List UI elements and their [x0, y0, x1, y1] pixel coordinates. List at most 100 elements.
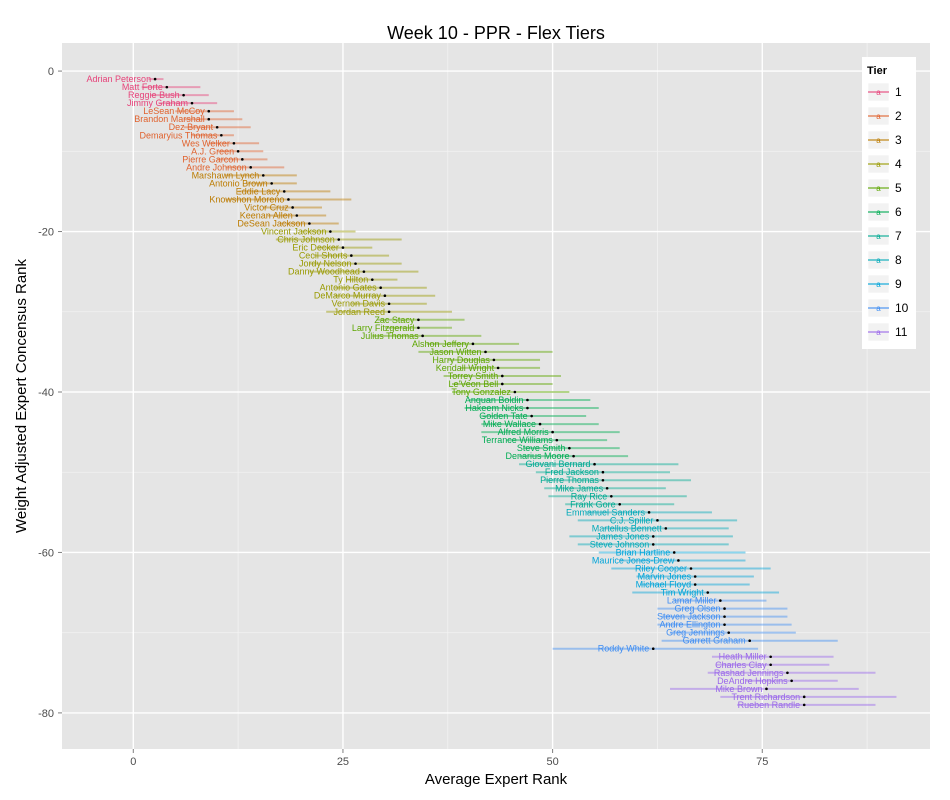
data-point	[308, 222, 311, 225]
data-point	[220, 133, 223, 137]
player-label: A.J. Green	[191, 146, 234, 156]
data-point	[282, 190, 286, 193]
legend-label: 4	[895, 157, 902, 171]
data-point	[492, 358, 496, 362]
player-label: Eddie Lacy	[236, 186, 281, 196]
data-point	[769, 663, 772, 667]
data-point	[362, 270, 366, 273]
player-label: Terrance Williams	[482, 435, 554, 445]
player-label: DeMarco Murray	[314, 291, 382, 301]
legend-label: 1	[895, 85, 902, 99]
player-label: Alfred Morris	[498, 427, 550, 437]
player-label: Antonio Gates	[320, 283, 378, 293]
player-label: DeAndre Hopkins	[717, 676, 788, 686]
data-point	[693, 583, 697, 586]
data-point	[417, 318, 420, 322]
player-label: Le'Veon Bell	[449, 379, 499, 389]
data-point	[672, 551, 676, 554]
data-point	[572, 454, 575, 458]
player-label: Charles Clay	[715, 660, 767, 670]
data-point	[664, 527, 668, 530]
player-label: Jordan Reed	[334, 307, 386, 317]
data-point	[341, 246, 345, 249]
data-point	[417, 326, 420, 330]
player-label: Marvin Jones	[638, 572, 692, 582]
data-point	[593, 462, 596, 466]
data-point	[182, 93, 185, 97]
player-label: Steven Jackson	[657, 612, 721, 622]
data-point	[693, 575, 697, 578]
player-label: Knowshon Moreno	[209, 194, 284, 204]
data-point	[651, 535, 655, 538]
data-point	[748, 639, 751, 642]
legend: Tier a 1 a 2 a 3 a 4 a 5 a 6 a 7 a 8 a 9 a 10 a 11	[862, 57, 916, 349]
data-point	[526, 398, 529, 402]
data-point	[354, 262, 357, 265]
data-point	[207, 109, 211, 113]
legend-label: 9	[895, 277, 902, 291]
chart-title: Week 10 - PPR - Flex Tiers	[387, 23, 605, 43]
legend-key-glyph: a	[876, 280, 881, 289]
data-point	[610, 494, 613, 498]
player-label: Ray Rice	[571, 491, 608, 501]
data-point	[719, 599, 722, 602]
plot-panel	[62, 43, 930, 749]
data-point	[153, 77, 157, 81]
data-point	[786, 671, 789, 675]
data-point	[383, 294, 387, 298]
legend-key-glyph: a	[876, 232, 881, 241]
data-point	[802, 703, 806, 707]
y-axis-title: Weight Adjusted Expert Concensus Rank	[13, 258, 30, 533]
player-label: Larry Fitzgerald	[352, 323, 415, 333]
data-point	[337, 238, 341, 241]
player-label: Mike Wallace	[483, 419, 536, 429]
player-label: Vincent Jackson	[261, 227, 326, 237]
player-label: Hakeem Nicks	[465, 403, 524, 413]
data-point	[295, 214, 299, 217]
player-label: Maurice Jones-Drew	[592, 555, 675, 565]
legend-key-glyph: a	[876, 88, 881, 97]
data-point	[484, 350, 487, 354]
legend-label: 3	[895, 133, 902, 147]
player-label: Julius Thomas	[361, 331, 419, 341]
data-point	[513, 390, 517, 394]
data-point	[530, 414, 533, 418]
player-label: Antonio Brown	[209, 178, 268, 188]
legend-label: 2	[895, 109, 902, 123]
data-point	[765, 687, 768, 691]
legend-key-glyph: a	[876, 112, 881, 121]
x-tick-label: 0	[130, 756, 136, 768]
player-label: Victor Cruz	[244, 202, 289, 212]
player-label: Keenan Allen	[240, 210, 293, 220]
legend-key-glyph: a	[876, 304, 881, 313]
player-label: Michael Floyd	[636, 580, 692, 590]
data-point	[350, 254, 353, 257]
data-point	[287, 198, 290, 201]
legend-label: 8	[895, 253, 902, 267]
data-point	[601, 470, 605, 474]
player-label: Vernon Davis	[332, 299, 386, 309]
legend-label: 6	[895, 205, 902, 219]
data-point	[329, 230, 332, 233]
player-label: Tony Gonzalez	[451, 387, 511, 397]
player-label: Tim Wright	[661, 588, 705, 598]
data-point	[471, 342, 475, 346]
legend-key-glyph: a	[876, 256, 881, 265]
data-point	[651, 647, 655, 651]
player-label: Golden Tate	[479, 411, 527, 421]
data-point	[727, 631, 731, 634]
player-label: Ty Hilton	[333, 275, 368, 285]
x-axis-title: Average Expert Rank	[425, 771, 568, 788]
gridlines	[62, 43, 930, 749]
data-point	[723, 623, 726, 626]
player-label: Trent Richardson	[731, 692, 800, 702]
data-point	[291, 206, 294, 209]
data-point	[677, 559, 680, 562]
interval-lines	[141, 78, 897, 706]
data-point	[802, 695, 806, 699]
data-point	[689, 567, 693, 570]
legend-key-glyph: a	[876, 328, 881, 337]
x-tick-label: 25	[337, 756, 349, 768]
